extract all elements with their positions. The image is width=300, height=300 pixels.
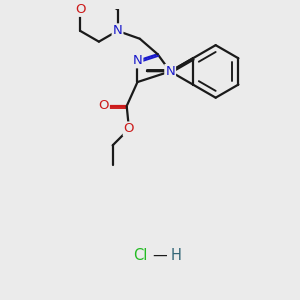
Text: Cl: Cl [133, 248, 148, 263]
Text: O: O [98, 100, 109, 112]
Text: —: — [152, 248, 167, 263]
Text: O: O [124, 122, 134, 136]
Text: N: N [133, 54, 142, 67]
Text: O: O [75, 3, 86, 16]
Text: H: H [170, 248, 181, 263]
Text: N: N [165, 65, 175, 78]
Text: N: N [113, 24, 122, 38]
